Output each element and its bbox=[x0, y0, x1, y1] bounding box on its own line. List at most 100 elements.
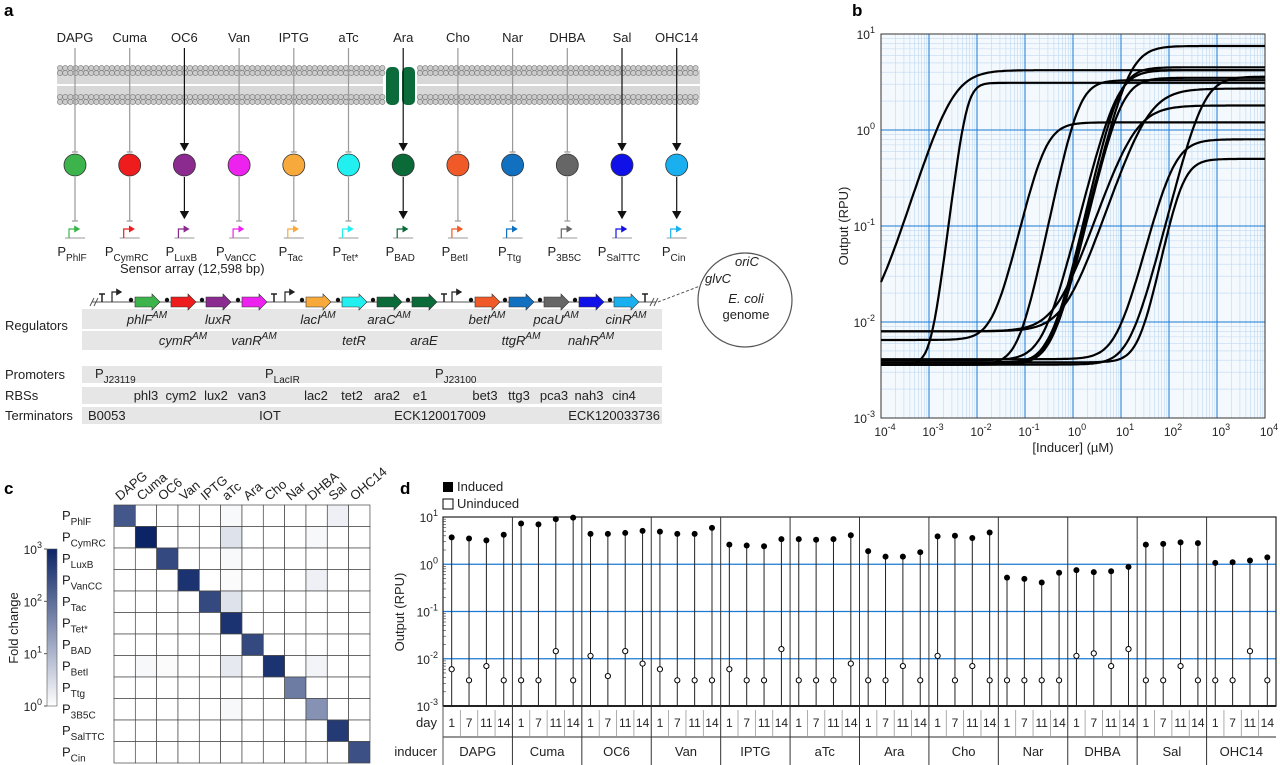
lipid-head bbox=[547, 65, 553, 71]
heatmap-cell bbox=[262, 655, 285, 678]
array-promoter-label-p: P bbox=[95, 366, 104, 381]
lipid-head bbox=[202, 65, 209, 71]
y-axis-label: Output (RPU) bbox=[392, 573, 407, 652]
gene-label: lacIAM bbox=[300, 310, 336, 327]
day-label: 1 bbox=[726, 716, 733, 730]
induced-point bbox=[535, 521, 542, 528]
lipid-head bbox=[369, 70, 375, 76]
lipid-head bbox=[109, 65, 115, 71]
uninduced-point bbox=[708, 677, 716, 684]
uninduced-point bbox=[1038, 677, 1045, 684]
lipid-head bbox=[645, 99, 652, 105]
induced-point bbox=[1264, 554, 1271, 561]
day-label: 7 bbox=[1229, 716, 1236, 730]
group-label: Van bbox=[675, 744, 697, 759]
heatmap-cell bbox=[134, 504, 158, 527]
gene-superscript: AM bbox=[395, 310, 412, 321]
induced-point bbox=[813, 536, 820, 543]
lipid-head bbox=[484, 99, 491, 105]
promoter-icon bbox=[506, 225, 518, 238]
lipid-head bbox=[249, 94, 256, 100]
lipid-head bbox=[140, 70, 147, 76]
sensor-array: Sensor array (12,598 bp)phlFAMcymRAMluxR… bbox=[5, 252, 793, 424]
array-promoter-label-p: P bbox=[265, 366, 274, 381]
heatmap-cell bbox=[284, 526, 307, 549]
heatmap-cell bbox=[156, 698, 179, 721]
day-label: 14 bbox=[705, 716, 719, 730]
lipid-head bbox=[119, 65, 126, 71]
row-label-sub: PhlF bbox=[71, 517, 92, 528]
promoter-label: PVanCC bbox=[216, 244, 256, 264]
heatmap-cell bbox=[156, 569, 179, 592]
lipid-head bbox=[687, 70, 694, 76]
heatmap-cell bbox=[156, 526, 179, 549]
induced-point bbox=[778, 536, 785, 543]
lipid-head bbox=[379, 94, 386, 100]
inducer-label: Sal bbox=[613, 30, 632, 45]
tick-base: 10 bbox=[417, 606, 431, 620]
lipid-head bbox=[578, 70, 585, 76]
lipid-head bbox=[67, 70, 74, 76]
gene-name: luxR bbox=[205, 312, 231, 327]
terminator-icon bbox=[642, 293, 648, 302]
heatmap-cell bbox=[262, 612, 285, 635]
lipid-head bbox=[161, 65, 167, 71]
heatmap-cell bbox=[348, 590, 371, 613]
lipid-head bbox=[677, 99, 683, 105]
day-label: 11 bbox=[1244, 716, 1257, 730]
promoter-label-p: P bbox=[333, 244, 342, 259]
lipid-head bbox=[129, 70, 136, 76]
heatmap-cell bbox=[220, 741, 243, 764]
lipid-head bbox=[432, 94, 439, 100]
lipid-head bbox=[526, 99, 533, 105]
day-label: 1 bbox=[448, 716, 455, 730]
lipid-head bbox=[358, 94, 365, 100]
lipid-head bbox=[541, 94, 548, 100]
lipid-head bbox=[682, 70, 689, 76]
heatmap-cell bbox=[241, 633, 264, 656]
regulator-icon bbox=[501, 153, 524, 177]
row-label: PCymRC bbox=[62, 530, 106, 550]
lipid-head bbox=[666, 99, 673, 105]
lipid-head bbox=[422, 94, 429, 100]
heatmap-cell bbox=[326, 590, 349, 613]
tick-base: 10 bbox=[857, 28, 871, 42]
heatmap-cell bbox=[198, 698, 222, 721]
y-tick-label: 10-3 bbox=[854, 409, 875, 426]
heatmap-cell bbox=[348, 569, 371, 592]
tick-exponent: -1 bbox=[867, 217, 875, 227]
lipid-head bbox=[265, 99, 271, 105]
lipid-head bbox=[469, 94, 475, 100]
day-label: 1 bbox=[795, 716, 802, 730]
day-label: 7 bbox=[1090, 716, 1097, 730]
rbs-icon bbox=[199, 297, 205, 303]
row-label: PVanCC bbox=[62, 573, 102, 593]
lipid-head bbox=[500, 99, 507, 105]
lipid-head bbox=[150, 99, 157, 105]
promoter-label-p: P bbox=[598, 244, 607, 259]
lipid-head bbox=[129, 65, 136, 71]
lipid-head bbox=[244, 99, 251, 105]
heatmap-cell bbox=[156, 590, 179, 613]
lipid-head bbox=[379, 99, 386, 105]
sensor-array-title: Sensor array (12,598 bp) bbox=[120, 261, 265, 276]
annotation-band bbox=[82, 331, 662, 350]
inducer-label: Cuma bbox=[112, 30, 147, 45]
lipid-head bbox=[578, 65, 585, 71]
uninduced-point bbox=[865, 677, 872, 684]
row-label-sub: LuxB bbox=[71, 560, 94, 571]
lipid-head bbox=[547, 99, 553, 105]
heatmap-cell bbox=[305, 590, 328, 613]
connector-line bbox=[657, 285, 701, 303]
gene-label: cinRAM bbox=[605, 310, 647, 327]
lipid-head bbox=[150, 65, 157, 71]
lipid-head bbox=[98, 70, 105, 76]
heatmap-cell bbox=[177, 547, 200, 570]
lipid-head bbox=[301, 65, 308, 71]
promoter-label: PTtg bbox=[498, 244, 521, 264]
heatmap-cell bbox=[326, 569, 349, 592]
lipid-head bbox=[640, 70, 647, 76]
lipid-head bbox=[306, 94, 313, 100]
legend-induced-swatch bbox=[443, 482, 453, 492]
promoter-label-p: P bbox=[279, 244, 288, 259]
